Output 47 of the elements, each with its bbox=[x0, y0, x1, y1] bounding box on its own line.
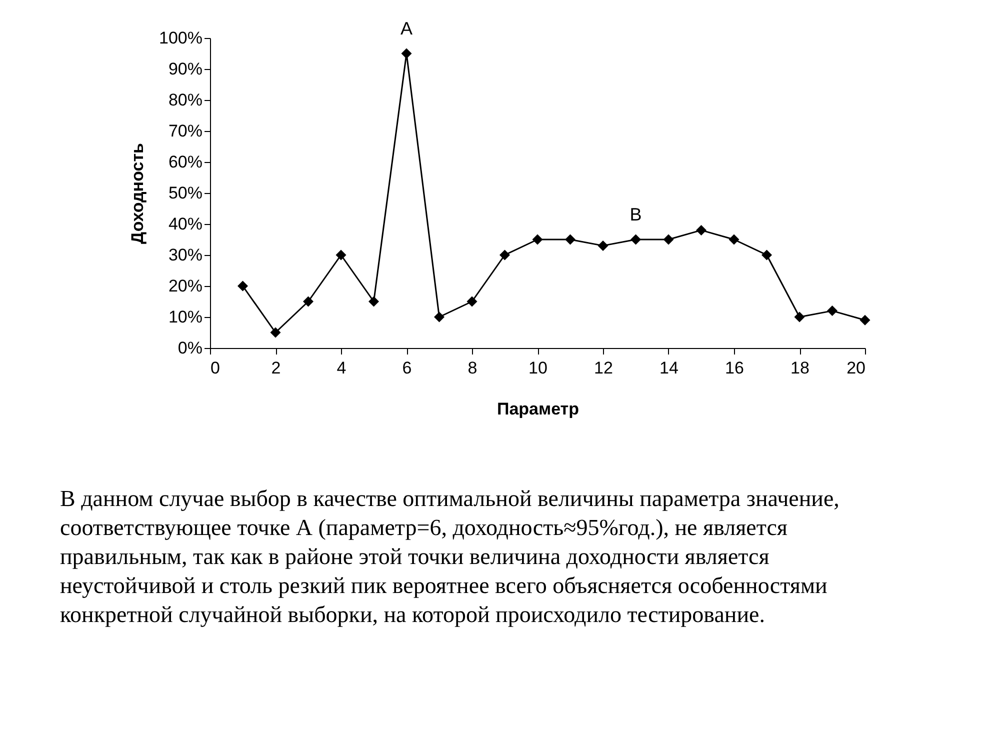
y-tick-label: 10% bbox=[168, 308, 202, 326]
y-tick-label: 20% bbox=[168, 276, 202, 296]
annotation: A bbox=[400, 18, 413, 38]
point bbox=[336, 250, 346, 260]
point bbox=[663, 234, 674, 245]
point bbox=[794, 312, 805, 322]
y-tick-label: 40% bbox=[168, 214, 202, 234]
y-axis-title: Доходность bbox=[128, 143, 148, 244]
point bbox=[368, 296, 379, 307]
point bbox=[860, 314, 870, 326]
point bbox=[238, 280, 248, 292]
annotation: B bbox=[630, 204, 642, 224]
point bbox=[728, 234, 740, 245]
point bbox=[696, 224, 706, 236]
y-tick-label: 70% bbox=[168, 122, 202, 140]
y-tick-label: 30% bbox=[168, 246, 202, 264]
y-tick-label: 0% bbox=[178, 338, 202, 358]
point bbox=[630, 234, 641, 245]
x-tick-label: 16 bbox=[725, 358, 744, 378]
text: В данном случае выбор в качестве оптимальной величины параметра значение, соответствующее точке А (параметр=6, доходность≈95%год.), не является правильным, так как в районе этой точки величина доходности является неустойчивой и столь резкий пик вероятнее всего объясняется особенностями конкретной случайной выборки, на которой происходило тестирование. bbox=[60, 486, 840, 627]
x-tick-label: 18 bbox=[790, 358, 810, 378]
y-tick-label: 100% bbox=[159, 28, 202, 48]
y-tick-label: 90% bbox=[168, 60, 202, 78]
point bbox=[434, 312, 444, 322]
x-tick-label: 2 bbox=[271, 358, 281, 378]
x-tick-label: 14 bbox=[660, 358, 678, 378]
point bbox=[762, 250, 772, 260]
point bbox=[565, 234, 576, 245]
point bbox=[827, 306, 838, 316]
x-tick-label: 12 bbox=[594, 358, 613, 378]
point bbox=[270, 327, 281, 338]
x-tick-label: 0 bbox=[210, 358, 220, 378]
x-tick-label: 4 bbox=[336, 358, 346, 378]
point bbox=[500, 250, 510, 260]
x-tick-label: 6 bbox=[402, 358, 412, 378]
point bbox=[532, 234, 543, 245]
x-axis-title: Параметр bbox=[496, 400, 580, 418]
point bbox=[401, 48, 412, 59]
x-tick-label: 10 bbox=[528, 358, 548, 378]
x-tick-label: 8 bbox=[468, 358, 478, 378]
x-tick-label: 20 bbox=[846, 358, 866, 378]
y-tick-label: 60% bbox=[168, 152, 202, 172]
point bbox=[303, 296, 314, 307]
point bbox=[598, 240, 608, 251]
point bbox=[466, 296, 478, 307]
y-tick-label: 80% bbox=[168, 90, 202, 110]
y-tick-label: 50% bbox=[168, 184, 202, 202]
